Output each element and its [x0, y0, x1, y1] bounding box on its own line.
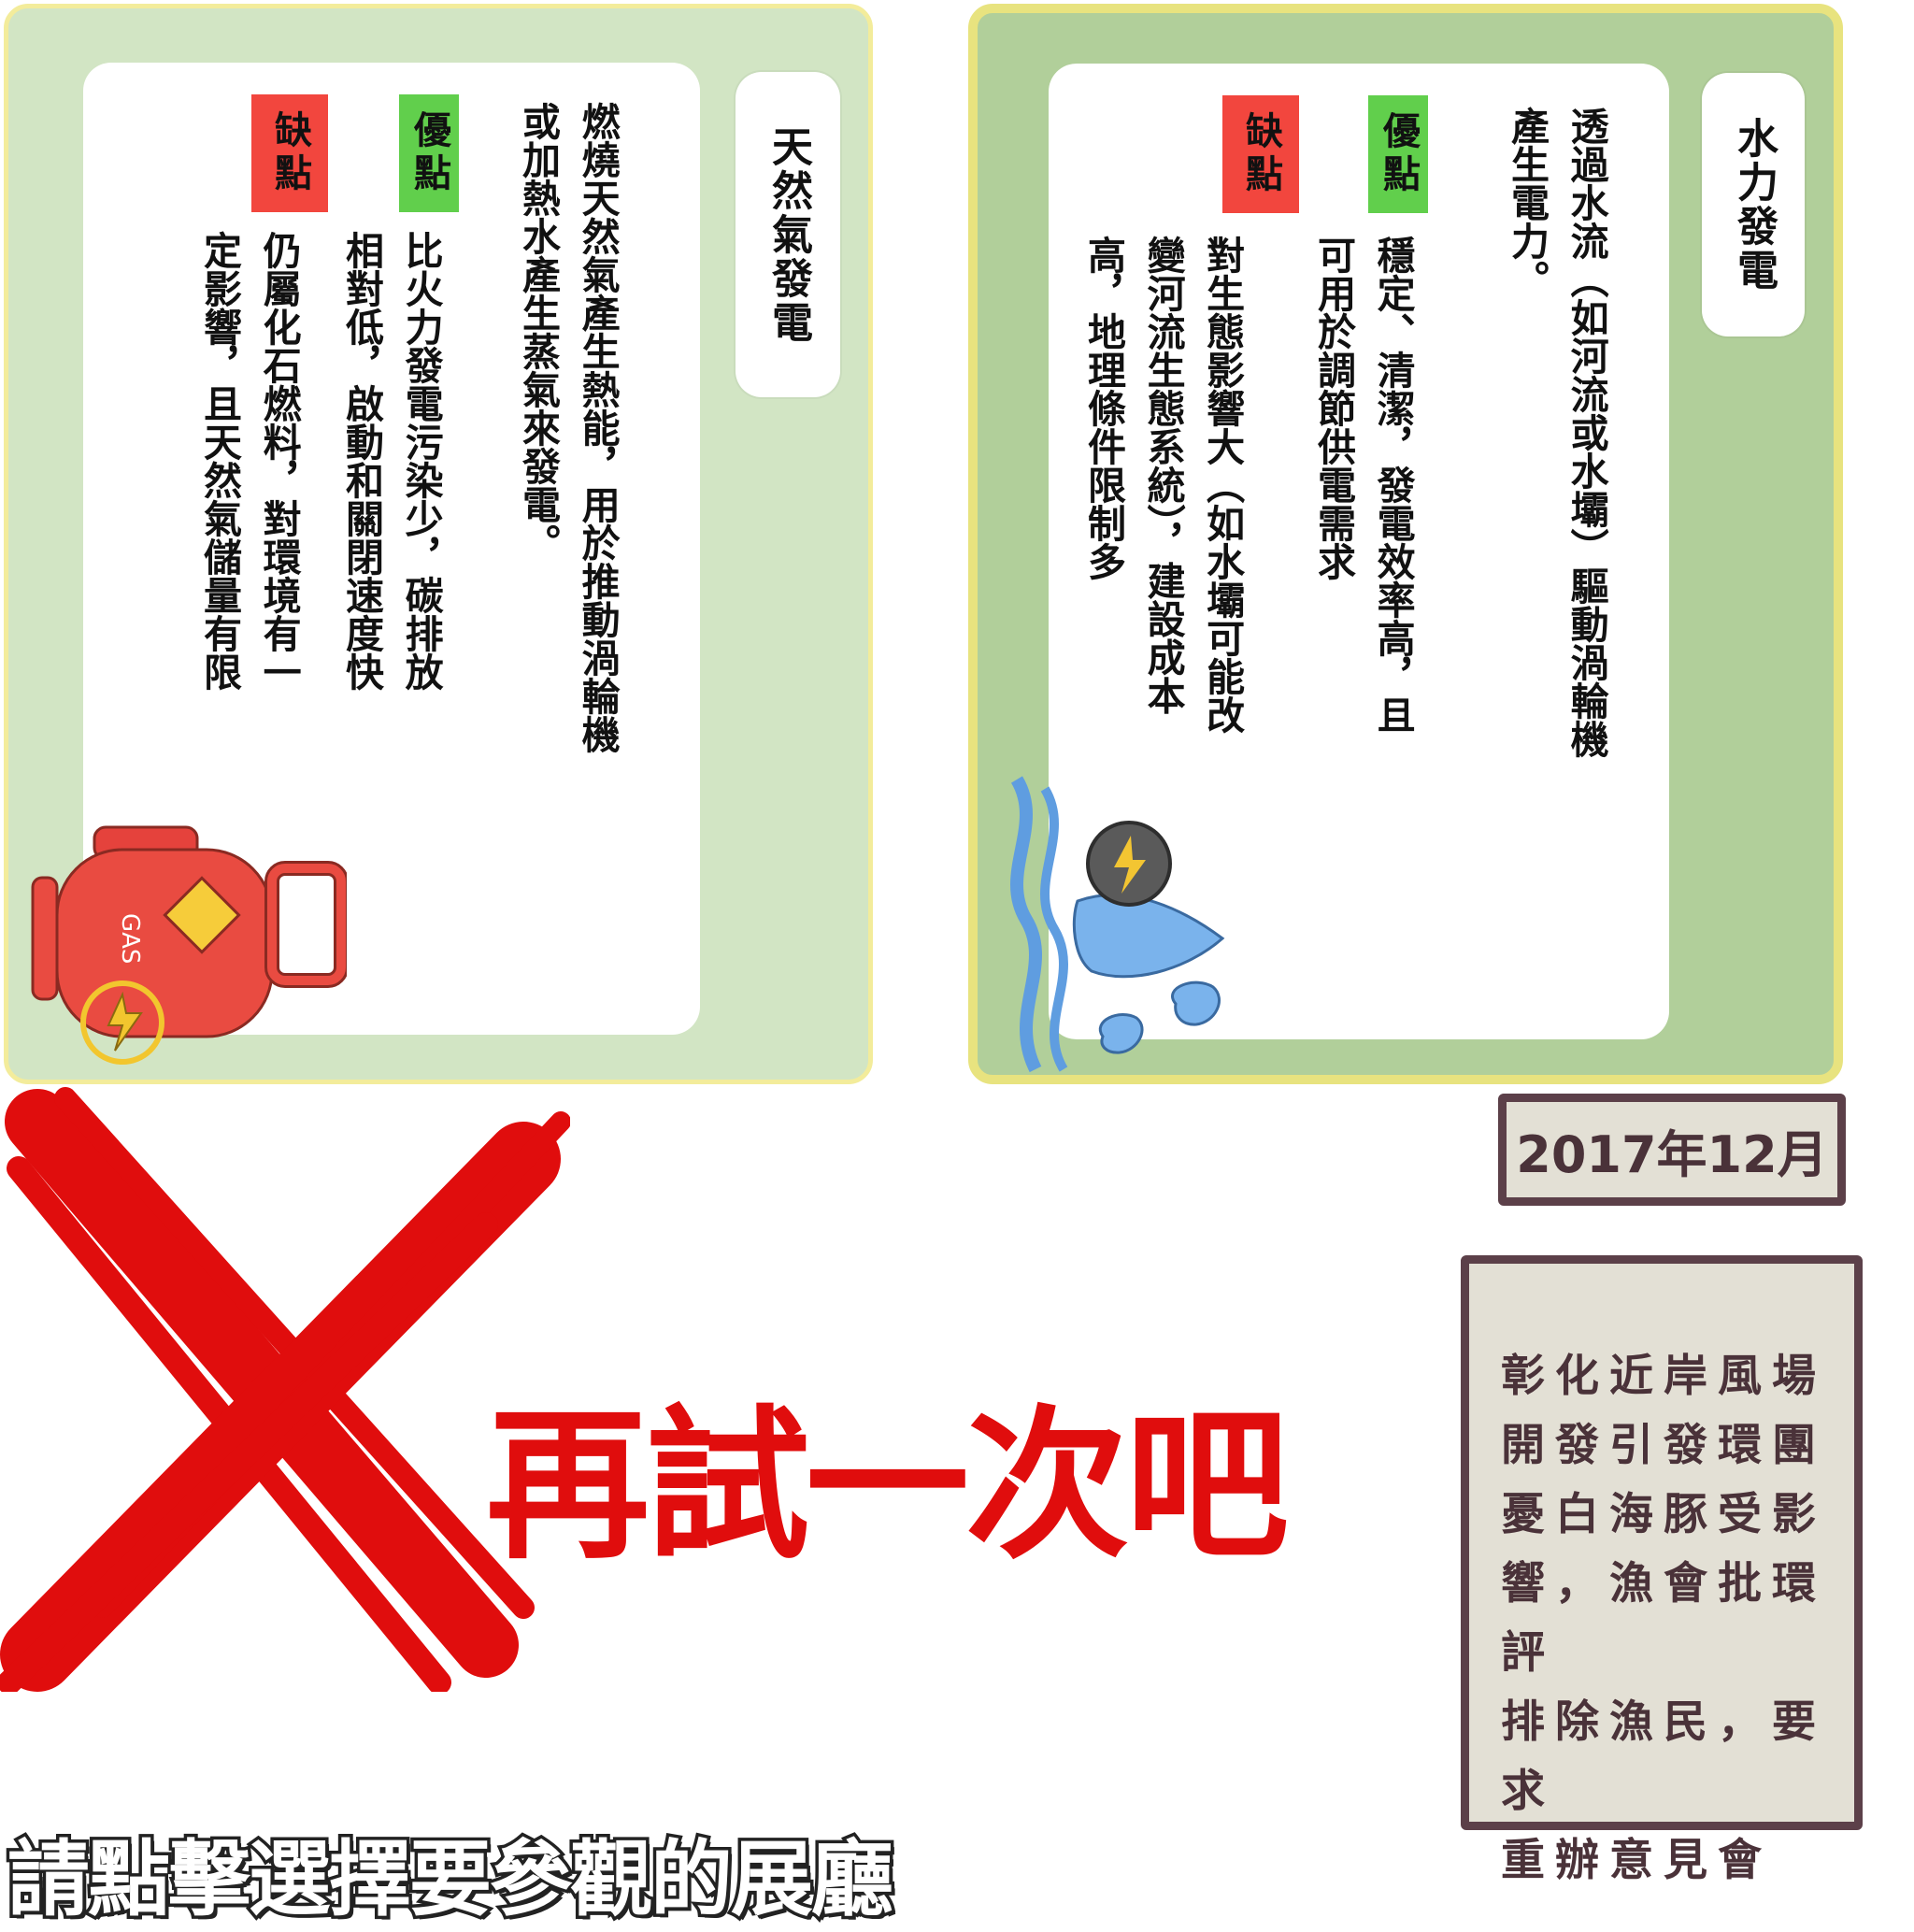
news-text: 彰化近岸風場 開發引發環團 憂白海豚受影 響，漁會批環評 排除漁民，要求 重辦意… — [1501, 1342, 1856, 1896]
wrong-answer-x-icon — [0, 1084, 571, 1695]
hydro-cons-tag: 缺點 — [1222, 95, 1299, 213]
news-date-badge: 2017年12月 — [1498, 1094, 1846, 1206]
news-board: 彰化近岸風場 開發引發環團 憂白海豚受影 響，漁會批環評 排除漁民，要求 重辦意… — [1461, 1255, 1863, 1886]
news-line: 排除漁民，要求 — [1501, 1696, 1826, 1817]
gas-power-card[interactable]: 天然氣發電 燃燒天然氣產生熱能，用於推動渦輪機 或加熱水產生蒸氣來發電。 優點 … — [4, 4, 873, 1084]
gas-cons-tag: 缺點 — [251, 94, 328, 212]
hydro-cons-text: 對生態影響大（如水壩可能改 變河流生態系統），建設成本 高，地理條件限制多 — [1080, 236, 1245, 734]
select-hall-prompt: 請點擊選擇要參觀的展廳 — [4, 1828, 896, 1931]
gas-pros-text: 比火力發電污染少，碳排放 相對低，啟動和關閉速度快 — [338, 231, 444, 691]
retry-message: 再試一次吧 — [486, 1392, 1289, 1581]
gas-card-description: 燃燒天然氣產生熱能，用於推動渦輪機 或加熱水產生蒸氣來發電。 — [515, 102, 621, 753]
hydro-pros-tag: 優點 — [1368, 95, 1428, 213]
news-line: 響，漁會批環評 — [1501, 1558, 1826, 1679]
news-line: 彰化近岸風場 — [1501, 1351, 1826, 1402]
gas-card-title: 天然氣發電 — [736, 72, 840, 397]
gas-pros-tag: 優點 — [399, 94, 459, 212]
hydro-card-description: 透過水流（如河流或水壩）驅動渦輪機 產生電力。 — [1504, 107, 1609, 758]
gas-cons-text: 仍屬化石燃料，對環境有一 定影響，且天然氣儲量有限 — [196, 231, 302, 691]
hydro-pros-text: 穩定、清潔，發電效率高，且 可用於調節供電需求 — [1310, 236, 1416, 734]
hydro-card-title: 水力發電 — [1702, 73, 1805, 336]
gas-icon-label: GAS — [116, 913, 144, 964]
news-line: 開發引發環團 — [1501, 1420, 1826, 1471]
news-line: 重辦意見會 — [1501, 1835, 1772, 1886]
water-energy-icon — [998, 770, 1250, 1079]
hydro-power-card[interactable]: 水力發電 透過水流（如河流或水壩）驅動渦輪機 產生電力。 優點 穩定、清潔，發電… — [968, 4, 1843, 1084]
news-line: 憂白海豚受影 — [1501, 1489, 1826, 1540]
gas-cylinder-icon: GAS — [29, 822, 349, 1065]
